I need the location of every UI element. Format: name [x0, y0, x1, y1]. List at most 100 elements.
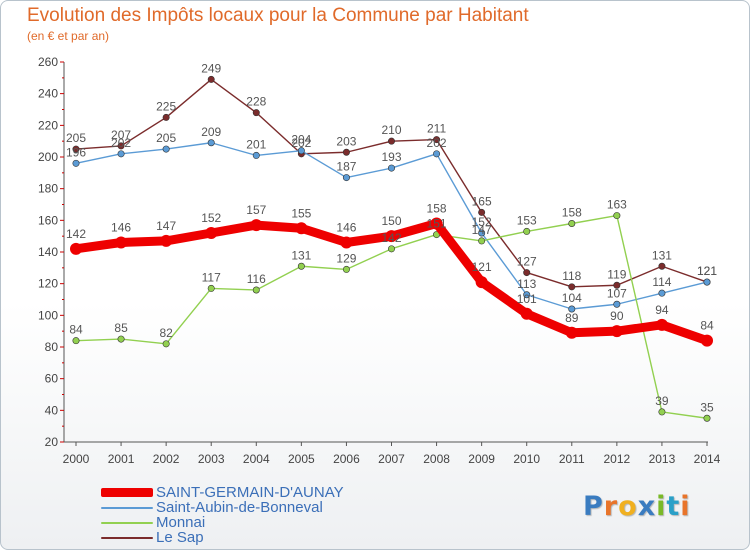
data-label: 196 [66, 145, 86, 159]
data-point [297, 147, 305, 155]
data-point [72, 337, 80, 345]
data-label: 158 [562, 206, 582, 220]
data-label: 85 [114, 321, 128, 335]
data-label: 146 [336, 221, 356, 235]
data-label: 131 [652, 248, 672, 262]
data-point [72, 145, 80, 153]
logo-letter: o [618, 491, 638, 522]
chart-subtitle: (en € et par an) [27, 29, 110, 43]
data-label: 153 [517, 213, 537, 227]
logo-letter: t [666, 491, 681, 522]
proxiti-logo: Proxiti [583, 491, 691, 522]
data-point [340, 236, 353, 249]
data-point [610, 325, 623, 338]
data-point [523, 269, 531, 277]
data-point [207, 75, 215, 83]
logo-letter: i [680, 491, 691, 522]
x-tick-label: 2010 [513, 452, 540, 466]
data-label: 193 [381, 150, 401, 164]
data-point [207, 284, 215, 292]
data-point [703, 278, 711, 286]
data-label: 205 [156, 131, 176, 145]
data-label: 209 [201, 125, 221, 139]
x-tick-label: 2014 [694, 452, 721, 466]
data-label: 152 [472, 215, 492, 229]
data-point [430, 217, 443, 230]
data-point [387, 164, 395, 172]
y-tick-label: 100 [38, 308, 58, 322]
x-tick-label: 2009 [468, 452, 495, 466]
data-point [162, 113, 170, 121]
logo-letter: x [637, 491, 657, 522]
data-point [387, 245, 395, 253]
y-tick-label: 260 [38, 55, 58, 69]
x-tick-label: 2005 [288, 452, 315, 466]
data-label: 152 [201, 211, 221, 225]
data-point [117, 142, 125, 150]
data-label: 116 [247, 272, 266, 286]
data-point [568, 305, 576, 313]
data-label: 249 [201, 61, 221, 75]
data-label: 228 [246, 95, 266, 109]
logo-letter: r [603, 491, 619, 522]
data-point [297, 262, 305, 270]
data-point [701, 334, 713, 347]
data-point [250, 219, 263, 232]
data-point [658, 289, 666, 297]
data-label: 150 [381, 214, 401, 228]
data-label: 147 [472, 223, 492, 237]
data-label: 163 [607, 198, 627, 212]
data-point [433, 150, 441, 158]
y-tick-label: 220 [38, 118, 58, 132]
data-point [207, 139, 215, 147]
data-point [703, 414, 711, 422]
data-point [117, 150, 125, 158]
legend-label: Saint-Aubin-de-Bonneval [156, 499, 323, 516]
data-point [115, 236, 128, 249]
data-point [72, 159, 80, 167]
y-tick-label: 80 [45, 340, 59, 354]
y-tick-label: 180 [38, 182, 58, 196]
x-tick-label: 2008 [423, 452, 450, 466]
data-point [478, 208, 486, 216]
x-tick-label: 2000 [63, 452, 90, 466]
data-point [478, 229, 486, 237]
data-label: 121 [697, 264, 717, 278]
data-label: 84 [700, 319, 714, 333]
data-point [342, 148, 350, 156]
x-tick-label: 2004 [243, 452, 270, 466]
data-label: 131 [291, 248, 311, 262]
data-label: 187 [336, 160, 356, 174]
data-point [162, 340, 170, 348]
chart-title: Evolution des Impôts locaux pour la Comm… [27, 5, 529, 26]
legend-label: SAINT-GERMAIN-D'AUNAY [156, 484, 344, 501]
y-tick-label: 60 [45, 372, 59, 386]
data-label: 201 [246, 137, 266, 151]
data-label: 225 [156, 99, 176, 113]
y-tick-label: 40 [45, 403, 59, 417]
data-point [70, 242, 82, 255]
data-point [658, 262, 666, 270]
data-point [613, 281, 621, 289]
x-tick-label: 2013 [649, 452, 676, 466]
data-point [568, 283, 576, 291]
data-label: 90 [610, 309, 624, 323]
x-tick-label: 2012 [604, 452, 631, 466]
data-point [387, 137, 395, 145]
y-tick-label: 120 [38, 277, 58, 291]
data-point [162, 145, 170, 153]
data-label: 117 [202, 270, 221, 284]
data-point [613, 300, 621, 308]
y-tick-label: 240 [38, 87, 58, 101]
y-tick-label: 160 [38, 213, 58, 227]
data-point [252, 286, 260, 294]
data-label: 129 [336, 251, 356, 265]
data-label: 118 [562, 269, 581, 283]
data-label: 158 [427, 202, 447, 216]
data-point [295, 222, 308, 235]
data-point [565, 326, 578, 339]
data-label: 84 [69, 323, 83, 337]
legend-swatch [101, 536, 153, 539]
x-tick-label: 2003 [198, 452, 225, 466]
